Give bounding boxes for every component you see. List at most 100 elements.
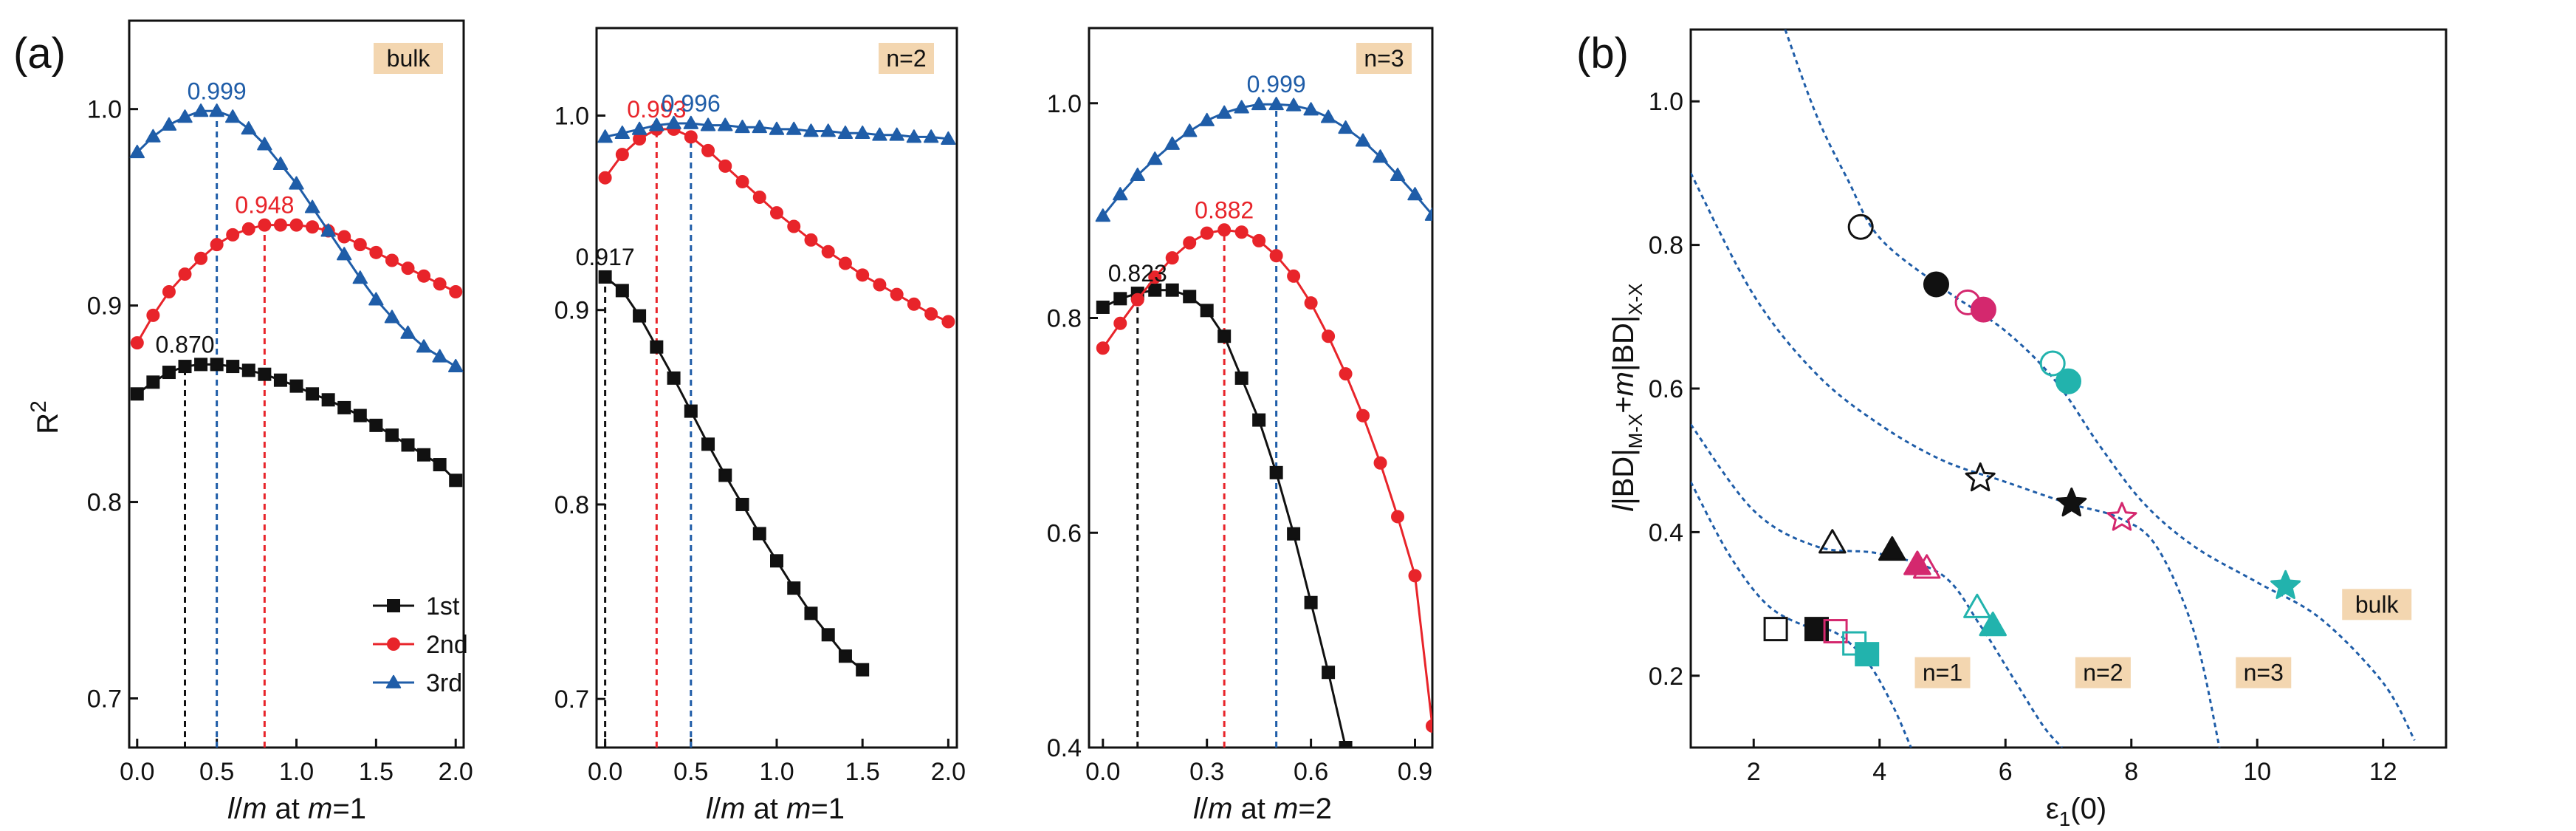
data-point-1st — [1304, 595, 1318, 609]
data-point-3rd — [820, 123, 836, 137]
data-point-1st — [306, 387, 320, 401]
data-point-1st — [787, 581, 801, 595]
data-point-2nd — [385, 253, 399, 267]
y-tick-label: 1.0 — [1649, 88, 1683, 116]
data-point-square-magenta — [1823, 619, 1848, 644]
peak-value-label: 0.948 — [235, 192, 294, 219]
panel-badge-bg — [374, 43, 443, 74]
x-tick-label: 1.0 — [759, 758, 794, 786]
chart-panel-n2: 0.0 0.5 1.0 1.5 2.0 0.7 0.8 0.9 1.0 0.917 0.9930.9… — [554, 27, 966, 786]
data-point-1st — [752, 527, 766, 541]
data-point-1st — [146, 375, 160, 389]
data-point-2nd — [1408, 569, 1422, 583]
data-point-2nd — [1269, 249, 1283, 263]
data-point-3rd — [718, 117, 733, 131]
data-point-1st — [337, 400, 351, 414]
data-point-1st — [598, 270, 612, 284]
panel-badge-bg — [1356, 43, 1412, 74]
data-point-3rd — [320, 223, 336, 237]
data-point-3rd — [209, 103, 224, 117]
x-tick-label: 1.5 — [845, 758, 880, 786]
panel-badge-label: n=2 — [886, 45, 926, 72]
data-point-3rd — [1095, 208, 1110, 222]
data-point-2nd — [1322, 329, 1336, 343]
data-point-3rd — [941, 131, 956, 145]
chart-panel-n3: 0.0 0.3 0.6 0.9 0.4 0.6 0.8 1.0 0.823 0.882 0.999 n… — [1047, 27, 1434, 786]
data-point-2nd — [924, 307, 938, 321]
data-point-2nd — [838, 256, 852, 270]
data-point-2nd — [890, 287, 904, 301]
data-point-3rd — [597, 129, 613, 143]
y-tick-label: 0.4 — [1047, 734, 1082, 762]
data-point-3rd — [1113, 187, 1128, 201]
data-point-1st — [1252, 413, 1266, 427]
data-point-1st — [1234, 371, 1248, 385]
data-point-1st — [615, 284, 629, 298]
x-tick-label: 2.0 — [439, 758, 473, 786]
data-point-2nd — [1356, 408, 1370, 423]
data-point-1st — [718, 468, 732, 482]
data-point-circle-black — [1923, 271, 1949, 298]
data-point-1st — [369, 418, 383, 432]
data-point-2nd — [598, 171, 612, 185]
data-point-2nd — [821, 244, 835, 259]
data-point-1st — [130, 387, 144, 401]
data-point-1st — [353, 408, 367, 423]
data-point-1st — [258, 367, 272, 381]
data-point-2nd — [907, 297, 921, 311]
data-point-1st — [1148, 283, 1162, 297]
data-point-2nd — [1096, 341, 1110, 355]
data-point-2nd — [1373, 456, 1387, 470]
data-point-2nd — [337, 230, 351, 244]
data-point-2nd — [1252, 233, 1266, 247]
data-point-2nd — [1148, 270, 1162, 284]
legend-marker-2nd — [387, 637, 400, 651]
data-point-2nd — [1304, 296, 1318, 310]
data-point-1st — [385, 428, 399, 442]
data-point-3rd — [906, 129, 922, 143]
x-tick-label: 0.5 — [199, 758, 234, 786]
data-point-2nd — [1217, 223, 1232, 237]
data-point-3rd — [872, 127, 887, 141]
data-point-triangle-magenta — [1912, 554, 1941, 579]
data-point-3rd — [1130, 167, 1145, 182]
data-point-3rd — [225, 109, 241, 123]
data-point-2nd — [1200, 226, 1214, 240]
region-badge-bg — [1914, 657, 1971, 688]
region-badge-label: n=2 — [2083, 660, 2123, 686]
panel-label-a: (a) — [13, 30, 66, 78]
data-point-1st — [1287, 527, 1301, 541]
y-tick-label: 0.8 — [554, 491, 589, 519]
data-point-2nd — [787, 219, 801, 233]
data-point-2nd — [770, 206, 783, 220]
y-tick-label: 0.8 — [1047, 305, 1082, 333]
data-point-3rd — [272, 156, 289, 171]
data-point-1st — [226, 360, 240, 374]
data-point-2nd — [684, 130, 698, 144]
data-layer — [129, 103, 464, 748]
data-point-1st — [449, 473, 463, 488]
data-point-3rd — [1285, 98, 1302, 112]
data-point-2nd — [401, 261, 415, 276]
data-point-3rd — [889, 127, 904, 141]
data-point-2nd — [804, 233, 818, 247]
data-point-3rd — [1320, 109, 1336, 123]
data-layer — [597, 115, 956, 748]
data-point-2nd — [162, 285, 176, 299]
data-point-triangle-teal — [1963, 593, 1991, 618]
data-point-1st — [650, 340, 664, 354]
data-point-3rd — [384, 310, 400, 324]
data-point-triangle-black — [1818, 529, 1847, 554]
data-point-2nd — [210, 238, 224, 252]
y-tick-label: 0.2 — [1649, 663, 1683, 691]
data-point-3rd — [1424, 207, 1432, 221]
panel-a1-x-title: l/m at m=1 — [227, 793, 366, 825]
data-point-1st — [821, 628, 835, 642]
data-point-2nd — [1113, 316, 1127, 330]
data-point-triangle-teal — [1979, 612, 2007, 637]
data-point-triangle-black — [1878, 536, 1906, 561]
data-point-3rd — [1355, 133, 1371, 147]
data-point-3rd — [786, 121, 802, 135]
data-point-1st — [401, 438, 415, 452]
